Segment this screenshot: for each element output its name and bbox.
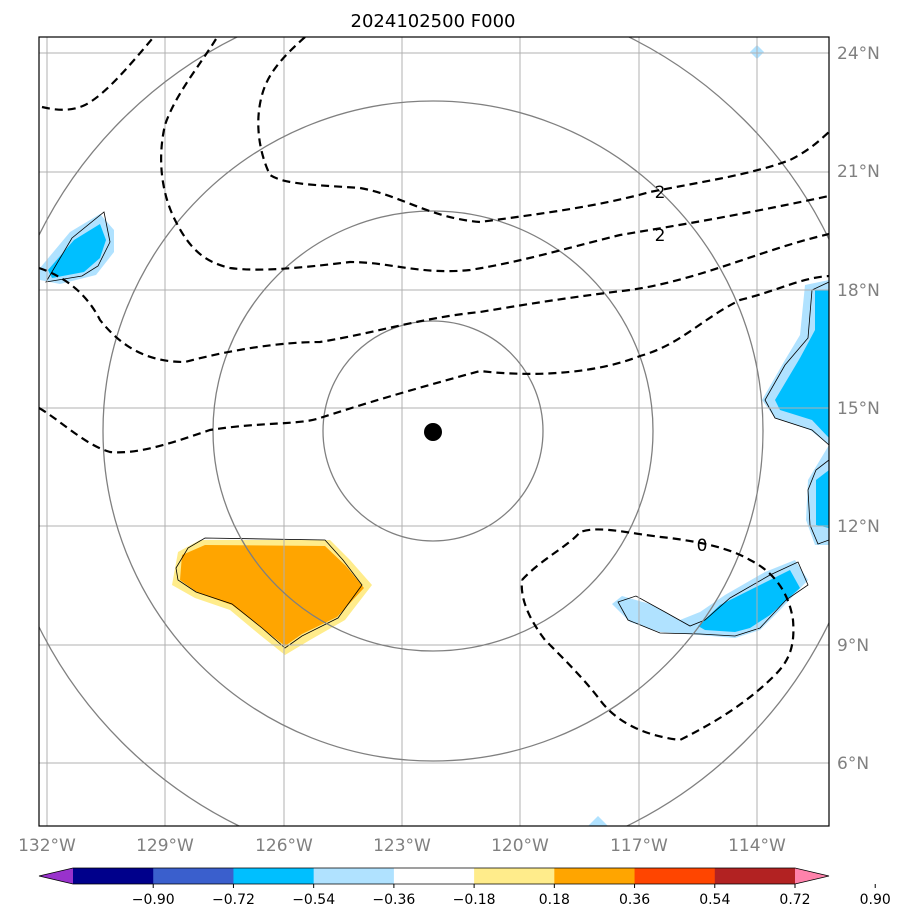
range-rings: [39, 37, 829, 826]
lon-label-129w: 129°W: [136, 836, 194, 856]
storm-center-marker: [424, 423, 442, 441]
lon-label-123w: 123°W: [373, 836, 431, 856]
map-title: 2024102500 F000: [351, 11, 516, 32]
colorbar-tick-label: 0.18: [539, 892, 570, 908]
colorbar-extend-high: [795, 868, 829, 884]
colorbar-outline: [38, 867, 830, 885]
colorbar-segment: [554, 868, 636, 884]
lon-label-132w: 132°W: [18, 836, 76, 856]
colorbar-segment: [474, 868, 555, 884]
lon-label-126w: 126°W: [255, 836, 313, 856]
lat-label-21n: 21°N: [837, 162, 880, 182]
map-gridlines: [39, 37, 829, 826]
range-ring-2: [212, 210, 654, 652]
contour-label-2: 2: [655, 226, 666, 246]
lon-label-114w: 114°W: [728, 836, 786, 856]
dashed-contours: [39, 37, 829, 742]
colorbar-tick-label: −0.72: [212, 892, 255, 908]
colorbar-extend-low: [39, 868, 73, 884]
colorbar-tick-label: 0.54: [699, 892, 730, 908]
lat-ticks: 24°N 21°N 18°N 15°N 12°N 9°N 6°N: [837, 44, 880, 774]
colorbar-tick-label: −0.18: [453, 892, 496, 908]
lat-label-9n: 9°N: [837, 636, 869, 656]
contour-label-3: 0: [697, 536, 708, 556]
map-panel: 2 2 0: [38, 36, 830, 827]
contour-label-1: 2: [655, 183, 666, 203]
colorbar-segment: [634, 868, 716, 884]
lat-label-18n: 18°N: [837, 281, 880, 301]
colorbar: −0.90 −0.72 −0.54 −0.36 −0.18 0.18 0.36 0.54 0.7…: [38, 867, 891, 908]
colorbar-tick-label: 0.72: [779, 892, 810, 908]
lon-label-117w: 117°W: [610, 836, 668, 856]
map-frame: [38, 36, 830, 827]
colorbar-tick-label: 0.90: [860, 892, 891, 908]
colorbar-tick-label: −0.90: [132, 892, 175, 908]
colorbar-tick-label: −0.36: [372, 892, 415, 908]
colorbar-segment: [73, 868, 154, 884]
lat-label-24n: 24°N: [837, 44, 880, 64]
colorbar-segment: [153, 868, 234, 884]
colorbar-segment: [313, 868, 395, 884]
colorbar-tick-label: −0.54: [292, 892, 335, 908]
colorbar-segment: [233, 868, 315, 884]
contour-labels: 2 2 0: [655, 183, 708, 556]
colorbar-tick-label: 0.36: [619, 892, 650, 908]
lat-label-12n: 12°N: [837, 517, 880, 537]
range-ring-1: [322, 320, 544, 542]
lon-ticks: 132°W 129°W 126°W 123°W 120°W 117°W 114°…: [18, 836, 786, 856]
lat-label-15n: 15°N: [837, 399, 880, 419]
shading-outlines: [45, 211, 829, 649]
shaded-field-negative: [40, 45, 829, 826]
colorbar-segment: [714, 868, 796, 884]
lat-label-6n: 6°N: [837, 754, 869, 774]
colorbar-segment: [393, 868, 475, 884]
range-ring-3: [102, 100, 764, 762]
lon-label-120w: 120°W: [491, 836, 549, 856]
